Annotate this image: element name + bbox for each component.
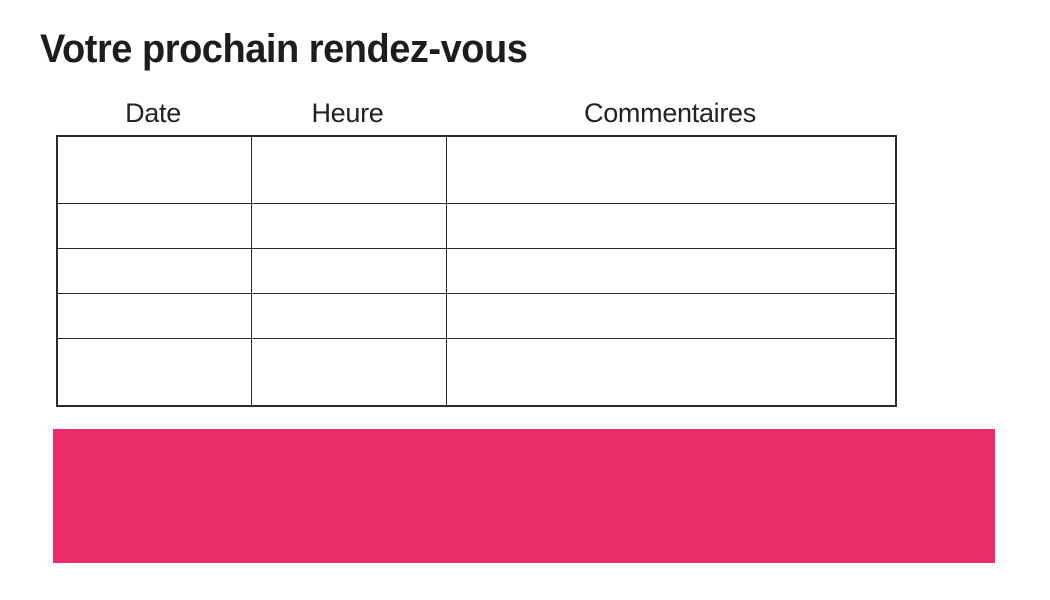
page-title: Votre prochain rendez-vous: [40, 26, 553, 72]
table-row: [56, 248, 897, 294]
table-row: [56, 338, 897, 407]
table-cell: [56, 203, 252, 249]
column-header-commentaires: Commentaires: [584, 97, 756, 128]
table-row: [56, 135, 897, 204]
table-cell: [250, 135, 447, 204]
table-row: [56, 293, 897, 339]
column-header-date: Date: [125, 97, 181, 128]
table-cell: [250, 293, 447, 339]
table-cell: [445, 203, 897, 249]
table-cell: [445, 338, 897, 407]
table-column-headers: Date Heure Commentaires: [56, 93, 895, 129]
table-cell: [250, 203, 447, 249]
appointments-table: [56, 135, 897, 407]
table-cell: [250, 248, 447, 294]
table-row: [56, 203, 897, 249]
table-cell: [445, 293, 897, 339]
table-cell: [445, 248, 897, 294]
column-header-heure: Heure: [311, 97, 384, 128]
page-title-text: Votre prochain rendez-vous: [40, 27, 528, 71]
table-cell: [56, 338, 252, 407]
pink-banner: [53, 429, 995, 563]
table-cell: [445, 135, 897, 204]
table-cell: [250, 338, 447, 407]
table-cell: [56, 293, 252, 339]
table-cell: [56, 135, 252, 204]
table-cell: [56, 248, 252, 294]
